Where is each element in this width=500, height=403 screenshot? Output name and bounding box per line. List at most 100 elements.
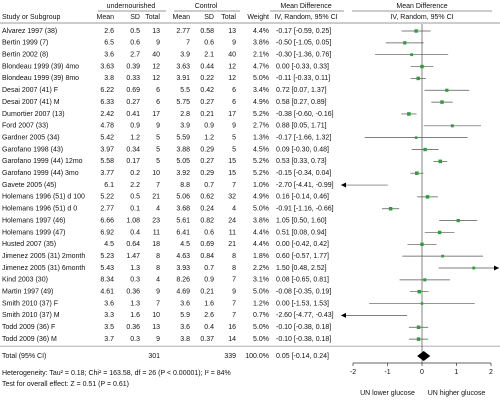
cell: 0.5	[130, 28, 140, 35]
cell: 6	[156, 99, 160, 106]
cell: 5.0%	[253, 75, 269, 82]
cell: 0.1	[130, 206, 140, 213]
cell: 23	[152, 217, 160, 224]
ci-label: -2.70 [-4.41, -0.99]	[276, 182, 334, 189]
cell: 5	[156, 158, 160, 165]
cell: 6.5	[104, 40, 114, 47]
cell: 7	[156, 182, 160, 189]
study-label: Holemans 1996 (51) d 0	[2, 206, 77, 213]
cell: 0.29	[200, 170, 214, 177]
study-label: Holemans 1999 (47)	[2, 229, 65, 236]
cell: 0.2	[130, 170, 140, 177]
effect-square	[417, 289, 421, 294]
cell: 3.7	[104, 336, 114, 343]
cell: 3.8	[180, 336, 190, 343]
cell: 0.6	[130, 40, 140, 47]
cell: 6	[232, 99, 236, 106]
study-label: Jimenez 2005 (31) 6month	[2, 265, 85, 272]
cell: 17	[152, 111, 160, 118]
cell: 40	[228, 52, 236, 59]
cell: 13	[152, 324, 160, 331]
cell: 0.3	[130, 336, 140, 343]
study-label: Blondeau 1999 (39) 4mo	[2, 63, 79, 70]
cell: 4.4%	[253, 229, 269, 236]
study-label: Jimenez 2005 (31) 2month	[2, 253, 85, 260]
column-header: Mean	[172, 14, 190, 21]
cell: 5.43	[100, 265, 114, 272]
cell: 21	[152, 194, 160, 201]
cell: 3.8%	[253, 40, 269, 47]
x-tick-label: -1	[384, 369, 390, 376]
cell: 9	[232, 123, 236, 130]
study-label: Bertin 2002 (8)	[2, 52, 48, 59]
study-label: Desai 2007 (41) F	[2, 87, 58, 94]
cell: 6	[232, 87, 236, 94]
cell: 3.77	[100, 170, 114, 177]
cell: 3.8%	[253, 217, 269, 224]
ci-label: 1.05 [0.50, 1.60]	[276, 217, 327, 224]
cell: 11	[229, 229, 236, 236]
cell: 21	[228, 241, 236, 248]
cell: 32	[228, 194, 236, 201]
cell: 8	[232, 265, 236, 272]
cell: 16	[228, 324, 236, 331]
group-header: Control	[195, 3, 218, 10]
effect-square	[420, 242, 424, 246]
cell: 3.92	[176, 170, 190, 177]
study-label: Todd 2009 (36) M	[2, 336, 57, 343]
ci-label: -0.15 [-0.34, 0.04]	[276, 170, 331, 177]
cell: 0.7	[204, 265, 214, 272]
cell: 0.64	[126, 241, 140, 248]
ci-label: 0.08 [-0.65, 0.81]	[276, 277, 329, 284]
ci-label: 0.05 [-0.14, 0.24]	[276, 353, 329, 360]
cell: 4.4%	[253, 28, 269, 35]
cell: 0.82	[200, 217, 214, 224]
effect-square	[416, 325, 421, 330]
cell: 12	[152, 63, 160, 70]
cell: 0.9	[204, 123, 214, 130]
cell: 0.27	[200, 99, 214, 106]
study-label: Holemans 1997 (46)	[2, 217, 65, 224]
cell: 3.1%	[253, 277, 269, 284]
cell: 1.08	[126, 217, 140, 224]
cell: 1.2%	[253, 300, 269, 307]
cell: 5.23	[100, 253, 114, 260]
cell: 12	[228, 63, 236, 70]
group-header: Mean Difference	[396, 3, 447, 10]
study-label: Garofano 1999 (44) 12mo	[2, 158, 83, 165]
cell: 3.68	[176, 206, 190, 213]
cell: 4.9%	[253, 99, 269, 106]
cell: 1.0%	[253, 182, 269, 189]
cell: 8	[232, 253, 236, 260]
effect-square	[438, 159, 443, 164]
column-header: Total	[145, 14, 160, 21]
ci-label: -0.38 [-0.60, -0.16]	[276, 111, 334, 118]
study-label: Garofano 1998 (43)	[2, 146, 63, 153]
effect-square	[441, 254, 445, 258]
cell: 9	[156, 123, 160, 130]
cell: 4.4%	[253, 241, 269, 248]
cell: 0.4	[204, 324, 214, 331]
cell: 5.2%	[253, 111, 269, 118]
cell: 3.63	[176, 63, 190, 70]
column-header: Total	[221, 14, 236, 21]
cell: 0.36	[126, 289, 140, 296]
cell: 40	[152, 52, 160, 59]
cell: 8	[156, 265, 160, 272]
cell: 3.63	[100, 63, 114, 70]
ci-label: -0.11 [-0.33, 0.11]	[276, 75, 330, 82]
ci-arrow	[341, 312, 346, 318]
cell: 12	[152, 75, 160, 82]
cell: 6.66	[100, 217, 114, 224]
cell: 3.8	[104, 75, 114, 82]
cell: 4.9%	[253, 194, 269, 201]
study-label: Gavete 2005 (45)	[2, 182, 56, 189]
cell: 0.24	[200, 206, 214, 213]
cell: 4.63	[176, 253, 190, 260]
column-header: IV, Random, 95% CI	[390, 14, 453, 21]
cell: 0.21	[200, 111, 214, 118]
ci-label: -0.50 [-1.05, 0.05]	[276, 40, 331, 47]
cell: 4	[156, 206, 160, 213]
column-header: Weight	[247, 14, 269, 21]
cell: 5.0%	[253, 206, 269, 213]
